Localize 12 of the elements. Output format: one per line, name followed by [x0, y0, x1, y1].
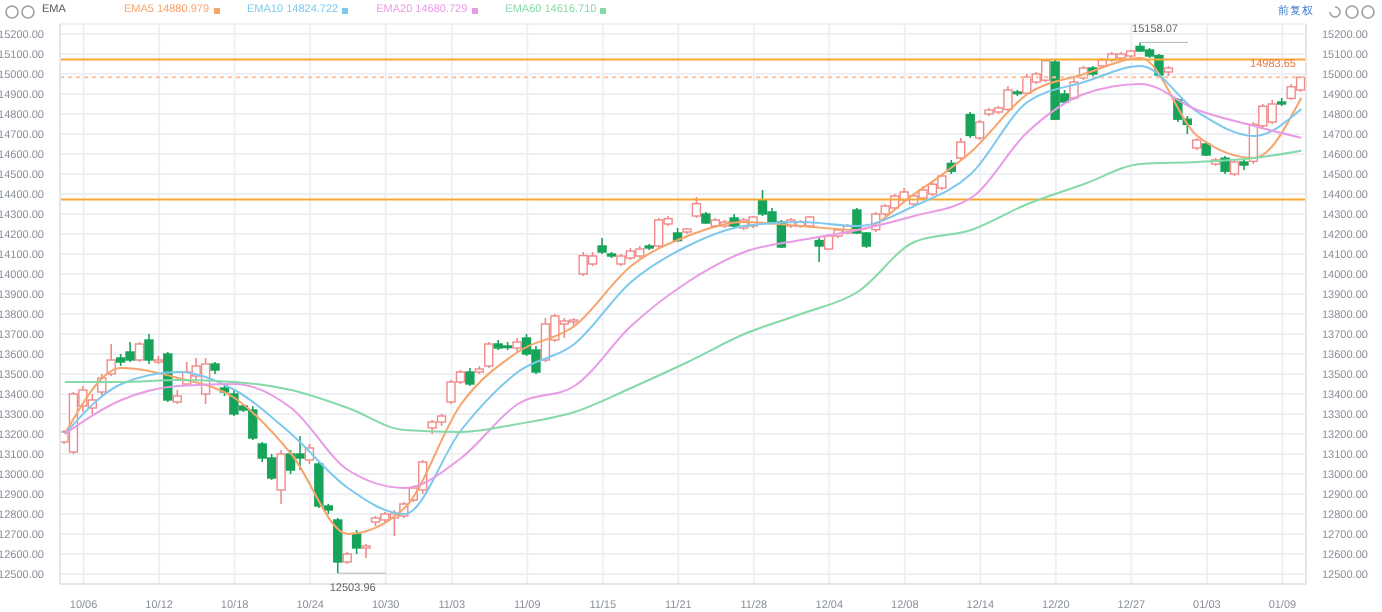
line-series — [63, 149, 1303, 433]
candlestick — [691, 196, 702, 219]
candlestick — [484, 341, 494, 369]
candlestick — [361, 543, 371, 559]
candlestick — [814, 237, 824, 263]
candlestick — [276, 449, 286, 505]
candlestick — [333, 517, 343, 575]
candlestick — [974, 119, 985, 141]
candlestick — [134, 341, 145, 363]
candlestick — [144, 333, 154, 365]
candlestick — [351, 529, 362, 555]
candlestick — [965, 111, 975, 139]
